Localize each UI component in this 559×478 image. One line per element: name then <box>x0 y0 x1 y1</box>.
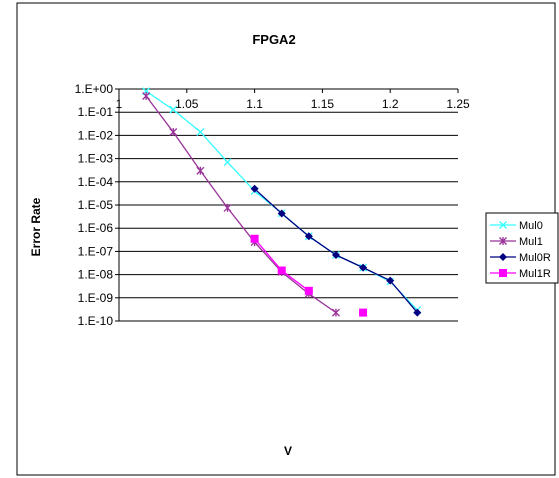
y-tick-label: 1.E-08 <box>78 268 114 282</box>
chart-title: FPGA2 <box>252 32 295 47</box>
y-tick-label: 1.E-03 <box>78 152 114 166</box>
x-tick-label: 1.15 <box>311 97 335 111</box>
data-point-mul0 <box>169 105 178 114</box>
data-point-mul1r <box>277 266 286 275</box>
y-tick-label: 1.E-01 <box>78 105 114 119</box>
data-point-mul1 <box>142 91 151 100</box>
data-point-mul1r <box>359 308 368 317</box>
data-point-mul0r <box>386 276 395 285</box>
y-tick-label: 1.E-07 <box>78 244 114 258</box>
y-axis-label: Error Rate <box>29 197 43 256</box>
x-tick-label: 1.2 <box>382 97 399 111</box>
legend-marker-mul0 <box>499 221 507 229</box>
data-point-mul0r <box>413 308 422 317</box>
data-point-mul0r <box>277 209 286 218</box>
data-point-mul0r <box>304 232 313 241</box>
x-tick-label: 1.1 <box>246 97 263 111</box>
data-point-mul0r <box>250 184 259 193</box>
legend-marker-mul0r <box>499 253 507 261</box>
data-point-mul1 <box>332 308 340 317</box>
plot-area: 1.E+00 1.E-01 1.E-02 1.E-03 1.E-04 1.E-05 1.E-… <box>75 82 470 328</box>
y-tick-label: 1.E+00 <box>75 82 114 96</box>
data-point-mul0 <box>223 158 232 167</box>
legend-label-mul0: Mul0 <box>519 220 543 232</box>
x-tick-label: 1 <box>116 97 123 111</box>
y-tick-label: 1.E-02 <box>78 128 114 142</box>
legend-label-mul1: Mul1 <box>519 236 543 248</box>
x-tick-label: 1.25 <box>446 97 470 111</box>
chart-border <box>16 2 556 476</box>
data-point-mul1r <box>250 234 259 243</box>
data-point-mul0r <box>331 250 340 259</box>
y-tick-label: 1.E-05 <box>78 198 114 212</box>
data-point-mul1 <box>169 128 178 137</box>
y-tick-label: 1.E-09 <box>78 291 114 305</box>
data-point-mul0r <box>359 263 368 272</box>
legend-label-mul1r: Mul1R <box>519 268 551 280</box>
legend-marker-mul1r <box>499 269 507 277</box>
x-axis-label: V <box>284 444 292 458</box>
y-tick-label: 1.E-04 <box>78 175 114 189</box>
y-tick-label: 1.E-06 <box>78 221 114 235</box>
y-tick-label: 1.E-10 <box>78 314 114 328</box>
legend-label-mul0r: Mul0R <box>519 252 551 264</box>
data-point-mul0 <box>196 128 205 136</box>
x-tick-label: 1.05 <box>175 97 199 111</box>
data-point-mul1 <box>196 166 205 175</box>
data-point-mul1r <box>304 286 313 295</box>
series-line-mul1 <box>145 95 337 314</box>
legend-marker-mul1 <box>499 237 507 245</box>
legend: Mul0 Mul1 Mul0R Mul1R <box>485 212 559 284</box>
data-point-mul1 <box>223 203 232 212</box>
